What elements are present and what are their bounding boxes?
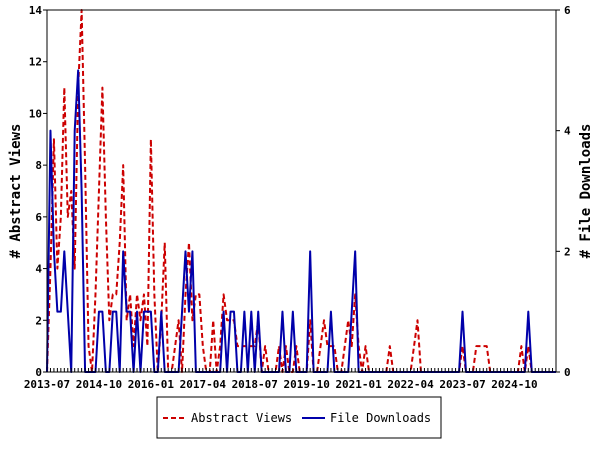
plot-frame [46, 9, 557, 373]
left-tick-label: 6 [35, 211, 42, 224]
legend-label-abstract-views: Abstract Views [191, 411, 292, 425]
right-tick-label: 2 [564, 245, 571, 258]
x-tick-label: 2019-10 [284, 378, 330, 391]
x-axis-ticks: 2013-07 2014-10 2016-01 2017-04 2018-07 2019-… [24, 368, 557, 391]
right-tick-label: 6 [564, 4, 571, 17]
x-tick-label: 2016-01 [128, 378, 175, 391]
legend: Abstract Views File Downloads [156, 396, 442, 439]
left-axis-ticks: 0 2 4 6 8 10 12 14 [29, 4, 47, 379]
left-tick-label: 12 [29, 56, 42, 69]
x-tick-label: 2017-04 [180, 378, 227, 391]
left-tick-label: 14 [29, 4, 43, 17]
x-tick-label: 2022-04 [387, 378, 434, 391]
right-axis-ticks: 0 2 4 6 [556, 4, 571, 379]
right-axis-title: # File Downloads [578, 124, 594, 259]
left-tick-label: 8 [35, 159, 42, 172]
legend-label-file-downloads: File Downloads [330, 411, 431, 425]
x-tick-label: 2018-07 [232, 378, 278, 391]
x-tick-label: 2021-01 [335, 378, 382, 391]
left-tick-label: 2 [35, 314, 42, 327]
right-tick-label: 4 [564, 125, 571, 138]
x-tick-label: 2024-10 [491, 378, 537, 391]
x-tick-label: 2023-07 [439, 378, 485, 391]
x-tick-label: 2014-10 [76, 378, 122, 391]
series-line-abstract-views [46, 9, 556, 373]
left-axis-title: # Abstract Views [8, 124, 24, 259]
legend-box [156, 396, 442, 439]
right-tick-label: 0 [564, 366, 571, 379]
left-tick-label: 4 [35, 263, 42, 276]
left-tick-label: 0 [35, 366, 42, 379]
left-tick-label: 10 [29, 107, 42, 120]
x-tick-label: 2013-07 [24, 378, 70, 391]
